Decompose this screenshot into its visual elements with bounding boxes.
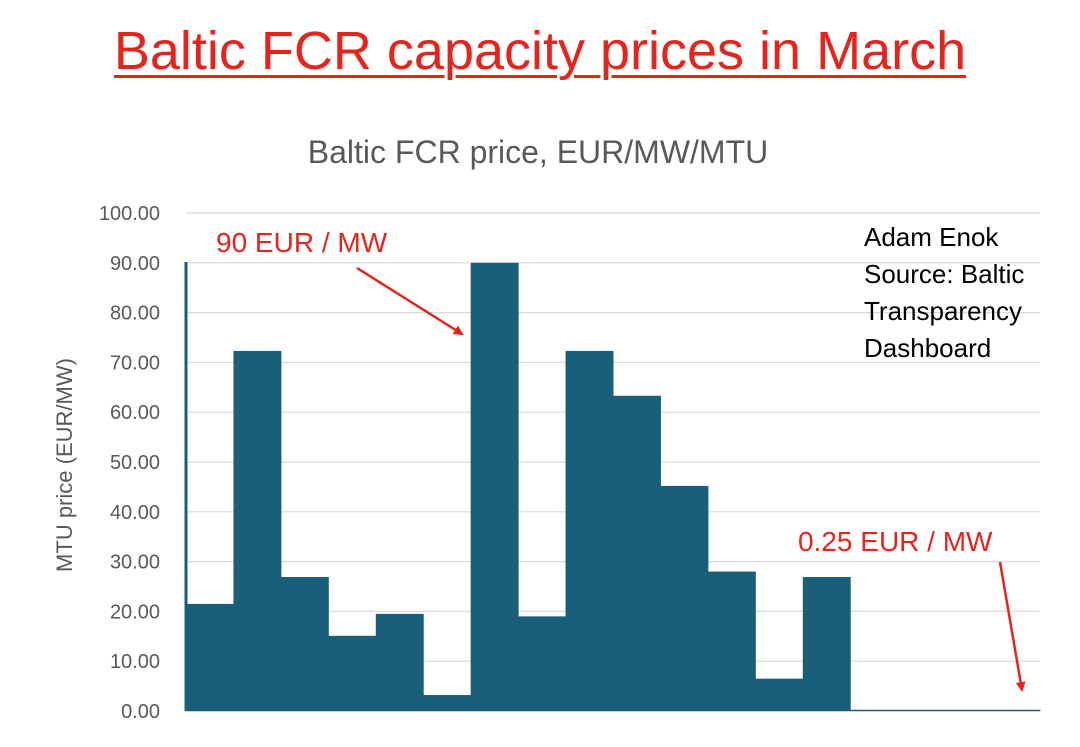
bar (470, 262, 519, 711)
chart-title: Baltic FCR price, EUR/MW/MTU (308, 134, 768, 170)
annotation-90-arrow (356, 266, 464, 336)
bar (518, 616, 567, 711)
source-note-line: Transparency (864, 296, 1022, 326)
y-tick-label: 30.00 (110, 552, 160, 574)
annotation-025-arrow (998, 561, 1026, 692)
bar (755, 678, 804, 711)
y-tick-label: 80.00 (110, 303, 160, 325)
bar (707, 571, 756, 711)
bar (328, 635, 377, 711)
source-note-line: Dashboard (864, 333, 991, 363)
page-headline: Baltic FCR capacity prices in March (113, 21, 967, 81)
bar (280, 577, 329, 711)
bar (992, 709, 1041, 711)
annotation-025-label: 0.25 EUR / MW (798, 526, 993, 557)
bars (186, 262, 1041, 711)
bar (186, 603, 234, 711)
y-tick-label: 70.00 (110, 352, 160, 374)
y-axis-label: MTU price (EUR/MW) (52, 358, 77, 572)
y-tick-label: 10.00 (110, 651, 160, 673)
annotation-90-label: 90 EUR / MW (216, 227, 388, 258)
bar (897, 709, 946, 711)
bar (375, 613, 424, 711)
bar (945, 709, 994, 711)
annotations: 90 EUR / MW 0.25 EUR / MW (216, 227, 1026, 692)
y-tick-label: 40.00 (110, 502, 160, 524)
bar (850, 709, 899, 711)
bar (660, 485, 709, 711)
y-tick-label: 100.00 (99, 203, 160, 225)
y-tick-label: 20.00 (110, 601, 160, 623)
bar (613, 395, 661, 711)
source-note: Adam Enok Source: Baltic Transparency Dashb… (864, 222, 1024, 363)
y-tick-label: 60.00 (110, 402, 160, 424)
source-note-line: Source: Baltic (864, 259, 1024, 289)
y-tick-label: 0.00 (121, 701, 160, 723)
source-note-line: Adam Enok (864, 222, 999, 252)
bar (802, 577, 851, 711)
bar (233, 350, 282, 711)
y-tick-label: 90.00 (110, 253, 160, 275)
y-tick-labels: 0.00 10.00 20.00 30.00 40.00 50.00 60.00 70.00 8… (99, 203, 160, 723)
bar (423, 695, 472, 711)
y-tick-label: 50.00 (110, 452, 160, 474)
bar (565, 350, 614, 711)
